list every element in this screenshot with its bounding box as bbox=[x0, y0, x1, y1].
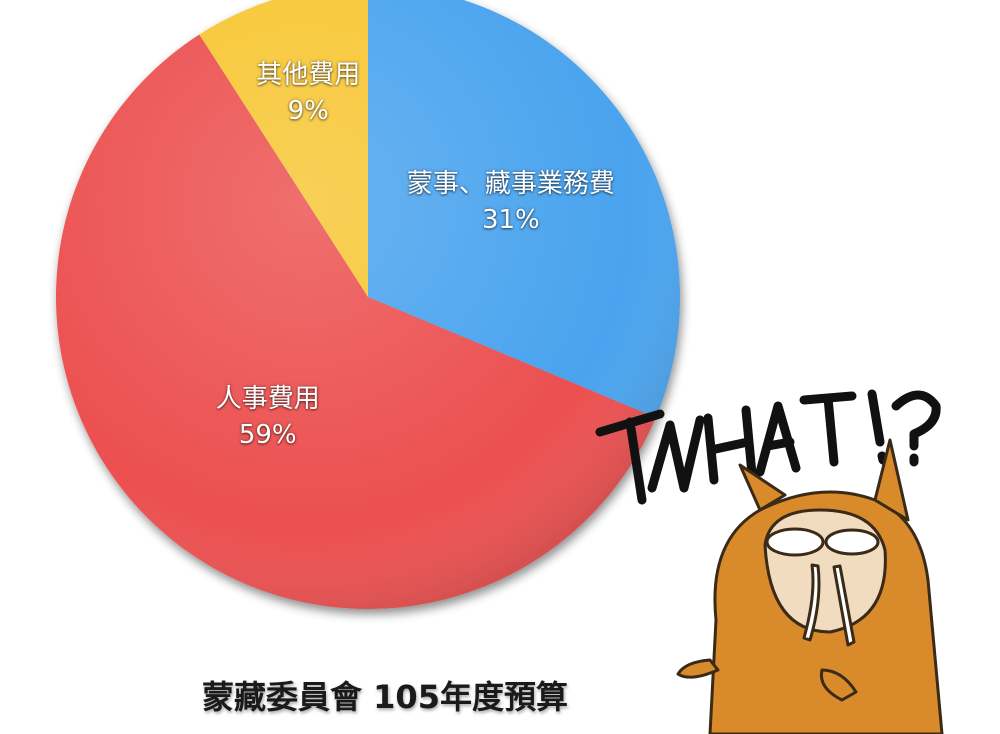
surprised-walrus-mascot-icon bbox=[595, 389, 944, 734]
slice-label-0: 蒙事、藏事業務費 31% bbox=[407, 166, 615, 238]
slice-label-1: 人事費用 59% bbox=[216, 381, 320, 453]
slice-percent: 31% bbox=[481, 204, 540, 235]
slice-name: 其他費用 bbox=[256, 60, 361, 91]
slice-name: 蒙事、藏事業務費 bbox=[406, 168, 615, 199]
slice-name: 人事費用 bbox=[215, 383, 320, 414]
chart-title: 蒙藏委員會 105年度預算 bbox=[202, 678, 568, 716]
walrus-body bbox=[676, 438, 944, 734]
slice-percent: 9% bbox=[287, 96, 329, 127]
slice-percent: 59% bbox=[238, 419, 297, 450]
what-lettering bbox=[595, 389, 941, 505]
slice-label-2: 其他費用 9% bbox=[256, 57, 360, 129]
